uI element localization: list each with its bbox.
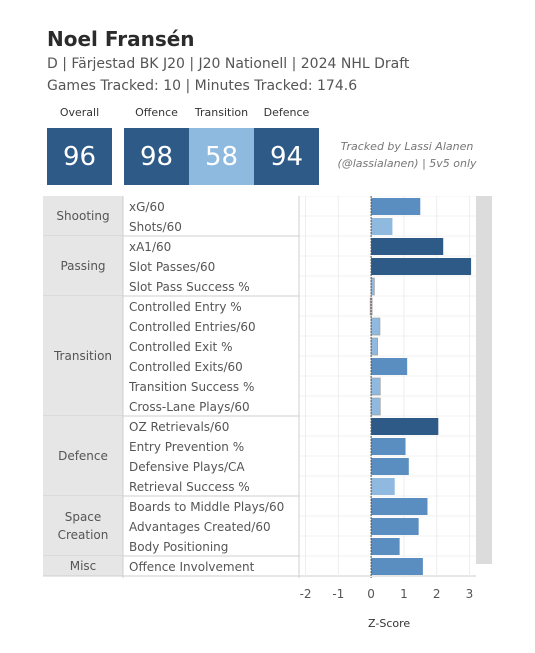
metric-bar: [371, 438, 406, 455]
metric-label: Body Positioning: [129, 540, 228, 554]
metric-label: Cross-Lane Plays/60: [129, 400, 250, 414]
x-tick-label: -2: [300, 587, 312, 601]
chart-body: Shooting Passing Transition Defence Space Cre…: [43, 196, 476, 578]
group-label: Shooting: [56, 209, 109, 223]
offence-score: 98: [124, 128, 189, 185]
metric-label: Entry Prevention %: [129, 440, 244, 454]
defence-label: Defence: [263, 106, 310, 119]
x-tick-label: 1: [400, 587, 408, 601]
group-label: Passing: [60, 259, 105, 273]
player-name: Noel Fransén: [47, 27, 195, 51]
metric-bar: [371, 418, 439, 435]
metric-bar: [371, 558, 423, 575]
metric-label: Boards to Middle Plays/60: [129, 500, 284, 514]
tracking-info: Games Tracked: 10 | Minutes Tracked: 174…: [47, 78, 358, 94]
group-label: Transition: [53, 349, 112, 363]
x-tick-label: -1: [332, 587, 344, 601]
transition-score: 58: [189, 128, 254, 185]
x-tick-label: 0: [367, 587, 375, 601]
x-tick-label: 3: [466, 587, 474, 601]
transition-label: Transition: [194, 106, 249, 119]
overall-label: Overall: [59, 106, 100, 119]
x-axis-label: Z-Score: [368, 617, 410, 630]
group-label: Creation: [58, 528, 109, 542]
metric-label: xA1/60: [129, 240, 171, 254]
metric-label: Retrieval Success %: [129, 480, 250, 494]
metric-label: Slot Pass Success %: [129, 280, 250, 294]
metric-bar: [371, 198, 421, 215]
offence-label: Offence: [135, 106, 178, 119]
group-cell: [43, 296, 123, 416]
metric-label: OZ Retrievals/60: [129, 420, 229, 434]
metric-label: Controlled Exits/60: [129, 360, 243, 374]
metric-bar: [370, 397, 381, 416]
metric-bar: [371, 218, 393, 235]
metric-label: Advantages Created/60: [129, 520, 271, 534]
group-label: Defence: [58, 449, 108, 463]
scrollbar-track: [476, 196, 492, 564]
metric-bar: [371, 358, 408, 375]
metric-bar: [370, 337, 378, 356]
defence-score: 94: [254, 128, 319, 185]
tracked-by-line: Tracked by Lassi Alanen: [340, 140, 474, 153]
group-label: Misc: [70, 559, 97, 573]
group-cell: [43, 556, 123, 576]
metric-bar: [370, 317, 381, 336]
metric-bar: [371, 518, 419, 535]
tracked-by-handle: (@lassialanen) | 5v5 only: [337, 157, 477, 170]
metric-label: Defensive Plays/CA: [129, 460, 245, 474]
metric-label: Controlled Exit %: [129, 340, 232, 354]
player-info: D | Färjestad BK J20 | J20 Nationell | 2…: [47, 56, 410, 72]
group-cell: [43, 196, 123, 236]
metric-label: Controlled Entries/60: [129, 320, 256, 334]
metric-bar: [371, 258, 472, 275]
metric-label: Offence Involvement: [129, 560, 255, 574]
group-cell: [43, 416, 123, 496]
metric-bar: [371, 498, 428, 515]
group-label: Space: [65, 510, 102, 524]
metric-label: Shots/60: [129, 220, 182, 234]
metric-bar: [371, 238, 444, 255]
metric-bar: [369, 297, 373, 316]
metric-label: Transition Success %: [128, 380, 254, 394]
group-cell: [43, 236, 123, 296]
metric-bar: [371, 458, 409, 475]
metric-label: Controlled Entry %: [129, 300, 242, 314]
metric-bar: [371, 478, 395, 495]
tracked-by-note: Tracked by Lassi Alanen (@lassialanen) |…: [322, 138, 492, 172]
metric-label: Slot Passes/60: [129, 260, 215, 274]
x-tick-label: 2: [433, 587, 441, 601]
metric-bar: [370, 377, 381, 396]
group-cell: [43, 496, 123, 556]
metric-label: xG/60: [129, 200, 165, 214]
metric-bar: [371, 538, 400, 555]
overall-score: 96: [47, 128, 112, 185]
